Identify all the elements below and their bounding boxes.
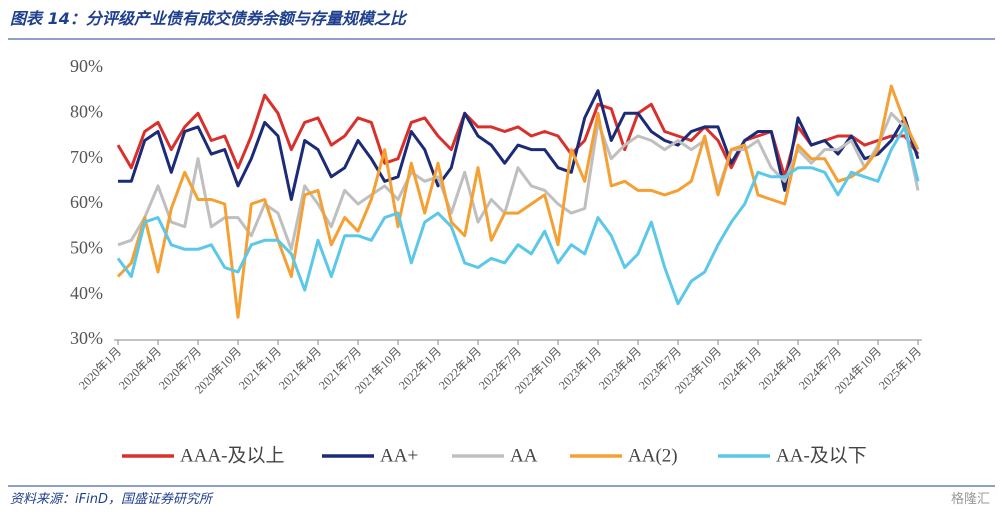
y-tick-label: 50% bbox=[70, 237, 103, 257]
x-tick-label: 2025年1月 bbox=[876, 344, 924, 392]
x-tick-label: 2023年4月 bbox=[596, 344, 644, 392]
x-tick-label: 2020年1月 bbox=[76, 344, 124, 392]
series-line bbox=[116, 93, 920, 179]
series-line bbox=[116, 84, 920, 319]
legend-label: AA(2) bbox=[628, 445, 678, 466]
watermark: 格隆汇 bbox=[951, 491, 990, 507]
legend-label: AAA-及以上 bbox=[180, 444, 285, 466]
y-tick-label: 40% bbox=[70, 283, 103, 303]
legend-label: AA bbox=[510, 445, 538, 466]
legend-label: AA+ bbox=[380, 445, 418, 466]
title: 图表 14：分评级产业债有成交债券余额与存量规模之比 bbox=[10, 9, 408, 28]
x-tick-label: 2021年1月 bbox=[236, 344, 284, 392]
y-tick-label: 80% bbox=[70, 101, 103, 121]
y-tick-label: 70% bbox=[70, 147, 103, 167]
x-tick-label: 2024年1月 bbox=[716, 344, 764, 392]
series-line bbox=[117, 111, 920, 251]
series-line bbox=[118, 89, 920, 201]
x-tick-label: 2022年1月 bbox=[396, 344, 444, 392]
y-tick-label: 60% bbox=[70, 192, 103, 212]
series-line bbox=[116, 125, 920, 306]
legend-label: AA-及以下 bbox=[776, 445, 867, 466]
x-tick-label: 2024年4月 bbox=[756, 344, 804, 392]
y-tick-label: 90% bbox=[70, 56, 103, 76]
y-tick-label: 30% bbox=[70, 328, 103, 348]
source: 资料来源：iFinD，国盛证券研究所 bbox=[10, 491, 214, 507]
x-tick-label: 2020年4月 bbox=[116, 344, 164, 392]
x-tick-label: 2021年4月 bbox=[276, 344, 324, 392]
x-tick-label: 2023年1月 bbox=[556, 344, 604, 392]
x-tick-label: 2022年4月 bbox=[436, 344, 484, 392]
